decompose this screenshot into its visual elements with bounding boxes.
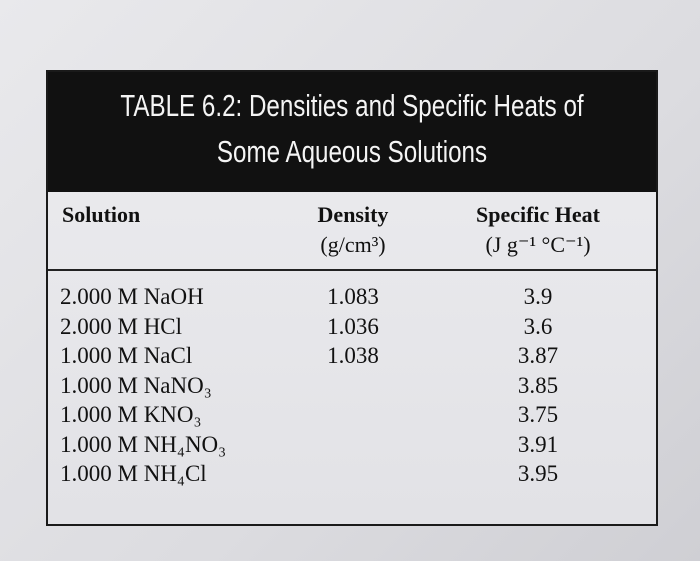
solution-cell: 1.000 M NaNO₃: [60, 372, 212, 398]
title-line: TABLE 6.2: Densities and Specific Heats …: [120, 88, 584, 123]
table: TABLE 6.2: Densities and Specific Heats …: [46, 70, 658, 526]
title-line: Some Aqueous Solutions: [216, 134, 488, 169]
solution-cell: 1.000 M KNO₃: [60, 402, 202, 427]
column-unit: (J g⁻¹ °C⁻¹): [485, 232, 591, 257]
header-rule: [48, 269, 656, 271]
density-cell: 1.083: [327, 284, 379, 309]
density-cell: 1.038: [327, 343, 379, 368]
specific-heat-cell: 3.87: [517, 343, 559, 368]
solution-cell: 1.000 M NaCl: [60, 343, 193, 368]
specific-heat-cell: 3.9: [523, 284, 553, 309]
solution-cell: 1.000 M NH₄NO₃: [60, 431, 227, 457]
solution-cell: 2.000 M NaOH: [60, 284, 204, 309]
column-header: Density: [317, 202, 389, 227]
table-header-bar: TABLE 6.2: Densities and Specific Heats …: [48, 72, 656, 192]
solution-cell: 2.000 M HCl: [60, 313, 183, 339]
specific-heat-cell: 3.75: [517, 402, 559, 427]
column-header: Specific Heat: [475, 202, 601, 227]
specific-heat-cell: 3.95: [517, 461, 559, 486]
specific-heat-cell: 3.91: [517, 431, 559, 457]
specific-heat-cell: 3.6: [523, 313, 553, 339]
specific-heat-cell: 3.85: [517, 372, 559, 398]
column-unit: (g/cm³): [320, 232, 386, 257]
column-header: Solution: [62, 202, 141, 227]
solution-cell: 1.000 M NH₄Cl: [60, 461, 207, 486]
density-cell: 1.036: [327, 313, 379, 339]
